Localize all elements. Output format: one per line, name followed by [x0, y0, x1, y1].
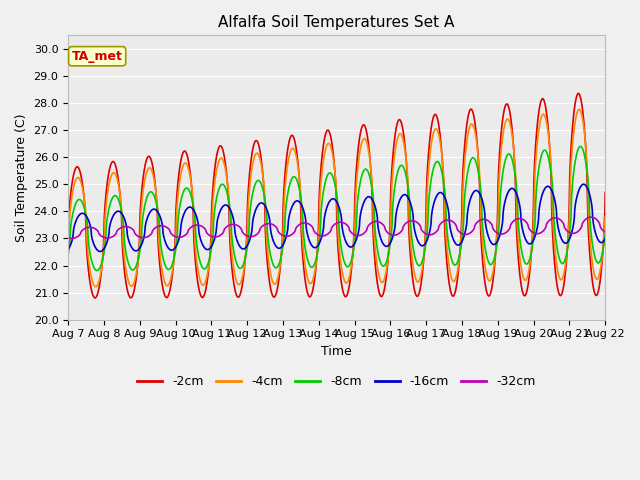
Title: Alfalfa Soil Temperatures Set A: Alfalfa Soil Temperatures Set A — [218, 15, 455, 30]
-16cm — [303, 232, 311, 238]
Line: -4cm: -4cm — [68, 109, 605, 287]
-2cm — [91, 295, 99, 301]
-32cm — [68, 236, 76, 241]
-16cm — [580, 181, 588, 187]
-8cm — [314, 252, 321, 258]
-2cm — [292, 147, 300, 153]
Line: -8cm: -8cm — [68, 146, 605, 271]
-2cm — [64, 230, 72, 236]
-4cm — [106, 177, 114, 182]
-32cm — [106, 235, 114, 240]
-32cm — [371, 219, 378, 225]
-4cm — [128, 283, 136, 289]
-2cm — [106, 164, 114, 170]
Legend: -2cm, -4cm, -8cm, -16cm, -32cm: -2cm, -4cm, -8cm, -16cm, -32cm — [132, 370, 541, 393]
-4cm — [64, 245, 72, 251]
-32cm — [303, 220, 311, 226]
-16cm — [314, 244, 321, 250]
-4cm — [371, 232, 378, 238]
-2cm — [128, 294, 136, 300]
-8cm — [93, 268, 100, 274]
-4cm — [92, 284, 100, 290]
-8cm — [577, 144, 584, 149]
-32cm — [602, 229, 609, 235]
-4cm — [575, 107, 583, 112]
-2cm — [602, 190, 609, 195]
-4cm — [314, 251, 321, 257]
-2cm — [371, 248, 378, 253]
-2cm — [314, 250, 321, 256]
Line: -16cm: -16cm — [68, 184, 605, 252]
Line: -32cm: -32cm — [68, 217, 605, 239]
-8cm — [303, 256, 311, 262]
-32cm — [64, 235, 72, 241]
-8cm — [64, 252, 72, 257]
-8cm — [292, 176, 300, 182]
X-axis label: Time: Time — [321, 345, 352, 358]
-32cm — [292, 225, 300, 230]
-32cm — [587, 214, 595, 220]
-16cm — [96, 249, 104, 254]
-16cm — [292, 198, 300, 204]
-32cm — [314, 231, 321, 237]
-4cm — [303, 275, 311, 281]
-16cm — [602, 236, 609, 241]
-8cm — [106, 202, 114, 207]
-4cm — [292, 154, 300, 160]
-4cm — [602, 214, 609, 219]
-16cm — [128, 245, 136, 251]
-32cm — [128, 226, 136, 231]
-16cm — [106, 222, 114, 228]
-2cm — [303, 290, 311, 296]
Line: -2cm: -2cm — [68, 94, 605, 298]
Text: TA_met: TA_met — [72, 50, 123, 63]
Y-axis label: Soil Temperature (C): Soil Temperature (C) — [15, 113, 28, 242]
-8cm — [371, 205, 378, 211]
-8cm — [128, 267, 136, 273]
-2cm — [575, 91, 582, 96]
-16cm — [64, 247, 72, 252]
-8cm — [602, 232, 609, 238]
-16cm — [371, 201, 378, 206]
